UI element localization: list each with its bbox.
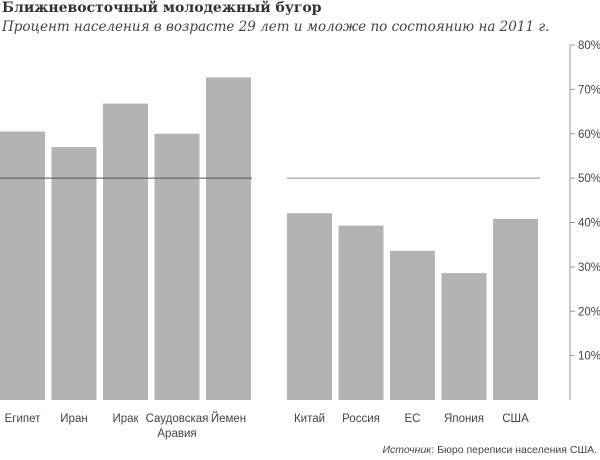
category-label: Россия: [342, 413, 380, 425]
bar: [0, 131, 45, 400]
category-label: Китай: [294, 413, 325, 425]
category-label: США: [502, 413, 529, 425]
bar: [287, 213, 332, 400]
chart-title: Ближневосточный молодежный бугор: [2, 0, 322, 16]
chart-subtitle: Процент населения в возрасте 29 лет и мо…: [2, 19, 550, 35]
category-label: Йемен: [211, 412, 246, 425]
category-label: Япония: [444, 413, 484, 425]
bar: [338, 225, 384, 400]
source-note: Источник: Бюро переписи населения США.: [382, 444, 597, 456]
bar: [390, 250, 435, 400]
category-label: Египет: [5, 413, 42, 425]
category-label: Саудовская: [146, 413, 209, 425]
category-label: Ирак: [112, 413, 139, 425]
bar: [493, 218, 538, 400]
source-text: : Бюро переписи населения США.: [431, 444, 597, 456]
y-tick-label: 20%: [578, 306, 600, 318]
bar: [51, 147, 97, 400]
y-tick-label: 40%: [578, 218, 600, 230]
y-tick-label: 60%: [578, 129, 600, 141]
source-label: Источник: [382, 444, 432, 456]
category-label: ЕС: [405, 413, 421, 425]
y-tick-label: 80%: [578, 40, 600, 52]
y-tick-label: 70%: [578, 84, 600, 96]
category-label: Аравия: [157, 428, 196, 440]
category-label: Иран: [60, 413, 87, 425]
y-tick-label: 50%: [578, 173, 600, 185]
bar: [154, 133, 200, 400]
bar: [103, 103, 148, 400]
bar: [441, 273, 487, 400]
bar: [206, 77, 251, 401]
y-tick-label: 10%: [578, 351, 600, 363]
y-tick-label: 30%: [578, 262, 600, 274]
